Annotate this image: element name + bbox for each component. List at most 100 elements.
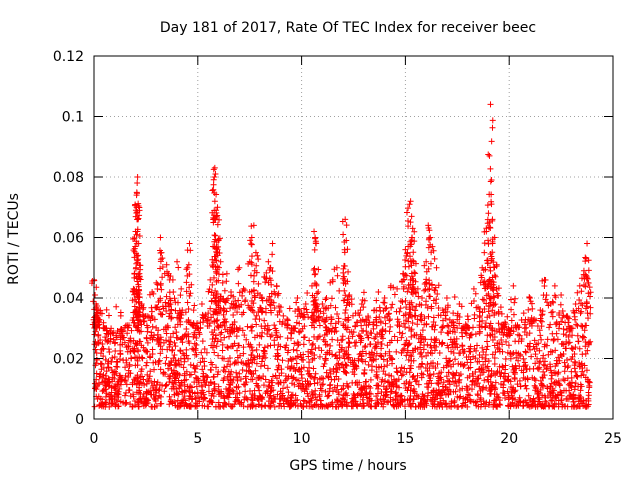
data-point: [345, 384, 352, 391]
data-point: [318, 375, 325, 382]
data-point: [404, 397, 411, 404]
data-point: [102, 383, 109, 390]
data-point: [246, 304, 253, 311]
data-point: [559, 307, 566, 314]
data-point: [485, 237, 492, 244]
data-point: [560, 312, 567, 319]
data-point: [132, 265, 139, 272]
data-point: [398, 334, 405, 341]
data-point: [112, 348, 119, 355]
data-point: [310, 375, 317, 382]
data-point: [418, 374, 425, 381]
data-point: [233, 369, 240, 376]
data-point: [527, 346, 534, 353]
data-point: [140, 390, 147, 397]
data-point: [129, 297, 136, 304]
data-point: [117, 309, 124, 316]
data-point: [431, 255, 438, 262]
data-point: [174, 310, 181, 317]
data-point: [250, 222, 257, 229]
data-point: [492, 273, 499, 280]
data-point: [446, 403, 453, 410]
data-point: [516, 377, 523, 384]
data-point: [216, 297, 223, 304]
data-point: [95, 332, 102, 339]
data-point: [458, 403, 465, 410]
data-point: [166, 361, 173, 368]
data-point: [269, 379, 276, 386]
data-point: [486, 224, 493, 231]
data-point: [319, 301, 326, 308]
data-point: [479, 344, 486, 351]
data-point: [423, 400, 430, 407]
data-point: [249, 376, 256, 383]
data-point: [586, 293, 593, 300]
data-point: [499, 363, 506, 370]
data-point: [431, 347, 438, 354]
data-point: [247, 272, 254, 279]
data-point: [111, 395, 118, 402]
data-point: [491, 264, 498, 271]
data-point: [505, 342, 512, 349]
data-point: [177, 292, 184, 299]
data-point: [191, 390, 198, 397]
data-point: [448, 348, 455, 355]
data-point: [485, 367, 492, 374]
data-point: [490, 287, 497, 294]
data-point: [283, 398, 290, 405]
data-point: [405, 205, 412, 212]
grid: [94, 56, 613, 419]
data-point: [399, 299, 406, 306]
data-point: [582, 271, 589, 278]
data-point: [572, 301, 579, 308]
data-point: [269, 240, 276, 247]
data-point: [382, 320, 389, 327]
data-point: [215, 368, 222, 375]
data-point: [406, 301, 413, 308]
data-point: [256, 341, 263, 348]
data-point: [481, 240, 488, 247]
data-point: [300, 397, 307, 404]
data-point: [204, 374, 211, 381]
data-point: [136, 273, 143, 280]
data-point: [143, 334, 150, 341]
data-point: [277, 379, 284, 386]
data-point: [323, 369, 330, 376]
data-point: [487, 165, 494, 172]
data-point: [491, 294, 498, 301]
data-point: [579, 333, 586, 340]
data-point: [171, 295, 178, 302]
data-point: [371, 403, 378, 410]
data-point: [431, 336, 438, 343]
data-point: [582, 374, 589, 381]
data-point: [266, 326, 273, 333]
data-point: [551, 292, 558, 299]
data-point: [233, 333, 240, 340]
data-point: [354, 391, 361, 398]
data-point: [110, 329, 117, 336]
data-point: [528, 322, 535, 329]
data-point: [96, 324, 103, 331]
data-point: [224, 344, 231, 351]
data-point: [490, 370, 497, 377]
data-point: [483, 300, 490, 307]
data-point: [393, 389, 400, 396]
data-point: [254, 353, 261, 360]
data-point: [481, 228, 488, 235]
data-point: [212, 216, 219, 223]
axis-ticks: 00.020.040.060.080.10.120 5 10 15 20 25: [53, 49, 622, 447]
data-point: [141, 381, 148, 388]
data-point: [575, 305, 582, 312]
data-point: [210, 186, 217, 193]
data-point: [116, 356, 123, 363]
data-point: [408, 262, 415, 269]
data-point: [282, 377, 289, 384]
data-point: [584, 310, 591, 317]
data-point: [215, 302, 222, 309]
data-point: [212, 253, 219, 260]
data-point: [211, 387, 218, 394]
data-point: [255, 384, 262, 391]
data-point: [377, 319, 384, 326]
data-point: [439, 383, 446, 390]
data-point: [174, 390, 181, 397]
